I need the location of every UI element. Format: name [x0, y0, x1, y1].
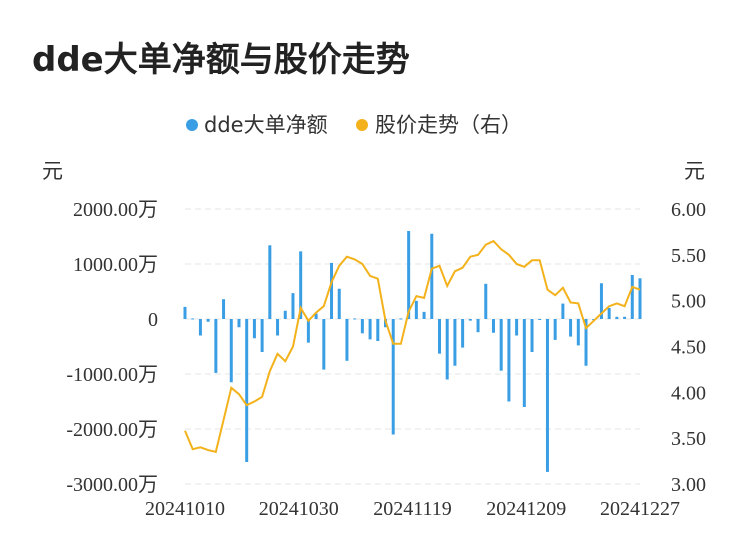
dde-bar — [623, 316, 627, 319]
dde-bar — [368, 319, 372, 340]
dde-bar — [638, 278, 642, 319]
dde-bar — [499, 319, 503, 371]
dde-bar — [630, 275, 634, 319]
dde-bar — [484, 283, 488, 319]
right-tick-label: 3.00 — [671, 474, 706, 496]
left-axis-ticks: 2000.00万 1000.00万 0 -1000.00万 -2000.00万 -3000… — [66, 199, 158, 496]
right-tick-label: 4.50 — [671, 337, 706, 359]
left-tick-label: -3000.00万 — [66, 474, 158, 496]
legend-label-dde: dde大单净额 — [204, 113, 328, 137]
dde-bar — [360, 319, 364, 334]
dde-bar — [345, 319, 349, 361]
left-tick-label: 2000.00万 — [73, 199, 158, 221]
dde-bar — [414, 300, 418, 319]
dde-bar — [569, 319, 573, 337]
dde-bar — [229, 319, 233, 383]
dde-bar — [353, 318, 357, 320]
left-tick-label: -1000.00万 — [66, 364, 158, 386]
legend-marker-dde — [186, 119, 198, 131]
dde-bar — [453, 319, 457, 366]
dde-bar — [599, 283, 603, 319]
dde-bar — [553, 319, 557, 340]
left-axis-unit: 元 — [42, 159, 63, 183]
right-axis-unit: 元 — [684, 159, 705, 183]
dde-bar — [276, 319, 280, 336]
dde-bar — [430, 233, 434, 319]
x-axis-ticks: 20241010 20241030 20241119 20241209 20241227 — [145, 498, 680, 520]
dde-bar — [299, 251, 303, 319]
dde-bar — [191, 318, 195, 320]
dde-bar — [245, 319, 249, 462]
x-tick-label: 20241209 — [486, 498, 566, 520]
dde-bars — [183, 231, 642, 472]
dde-bar — [260, 319, 264, 352]
dde-bar — [291, 293, 295, 319]
left-tick-label: -2000.00万 — [66, 419, 158, 441]
dde-bar — [252, 319, 256, 339]
x-tick-label: 20241010 — [145, 498, 225, 520]
right-tick-label: 6.00 — [671, 199, 706, 221]
dde-bar — [507, 319, 511, 402]
dde-bar — [538, 319, 542, 320]
dde-bar — [206, 319, 210, 322]
x-tick-label: 20241227 — [600, 498, 680, 520]
right-tick-label: 5.00 — [671, 291, 706, 313]
right-tick-label: 5.50 — [671, 245, 706, 267]
dde-bar — [237, 319, 241, 328]
dde-bar — [214, 319, 218, 373]
dde-bar — [445, 319, 449, 380]
dde-bar — [183, 306, 187, 319]
chart-title: dde大单净额与股价走势 — [32, 40, 410, 80]
dde-bar — [376, 319, 380, 341]
left-tick-label: 0 — [148, 309, 158, 331]
dde-bar — [198, 319, 202, 336]
dde-bar — [314, 313, 318, 319]
legend-label-price: 股价走势（右） — [375, 113, 522, 137]
right-tick-label: 3.50 — [671, 428, 706, 450]
dde-bar — [615, 316, 619, 319]
price-line — [184, 239, 641, 454]
right-tick-label: 4.00 — [671, 382, 706, 404]
dde-bar — [530, 319, 534, 352]
dde-bar — [576, 319, 580, 346]
x-tick-label: 20241030 — [259, 498, 339, 520]
x-tick-label: 20241119 — [373, 498, 452, 520]
dde-bar — [468, 319, 472, 321]
dde-bar — [491, 319, 495, 333]
dde-bar — [545, 319, 549, 472]
dde-bar — [391, 319, 395, 435]
dde-bar — [584, 319, 588, 366]
dde-bar — [322, 319, 326, 370]
right-axis-ticks: 6.00 5.50 5.00 4.50 4.00 3.50 3.00 — [671, 199, 706, 496]
dde-bar — [337, 288, 341, 319]
dde-bar — [461, 319, 465, 348]
dde-bar — [283, 310, 287, 319]
dde-bar — [561, 303, 565, 319]
gridlines — [185, 208, 640, 485]
dde-bar — [515, 319, 519, 336]
dde-bar — [399, 318, 403, 320]
left-tick-label: 1000.00万 — [73, 254, 158, 276]
dde-bar — [476, 319, 480, 333]
dde-bar — [422, 311, 426, 319]
dde-bar — [607, 308, 611, 319]
dde-bar — [268, 245, 272, 319]
dde-bar — [407, 231, 411, 319]
dde-bar — [437, 319, 441, 354]
dde-bar — [222, 299, 226, 319]
dde-bar — [306, 319, 310, 343]
dde-bar — [522, 319, 526, 407]
dde-bar — [330, 262, 334, 319]
legend-marker-price — [356, 119, 368, 131]
legend: dde大单净额 股价走势（右） — [186, 113, 522, 137]
